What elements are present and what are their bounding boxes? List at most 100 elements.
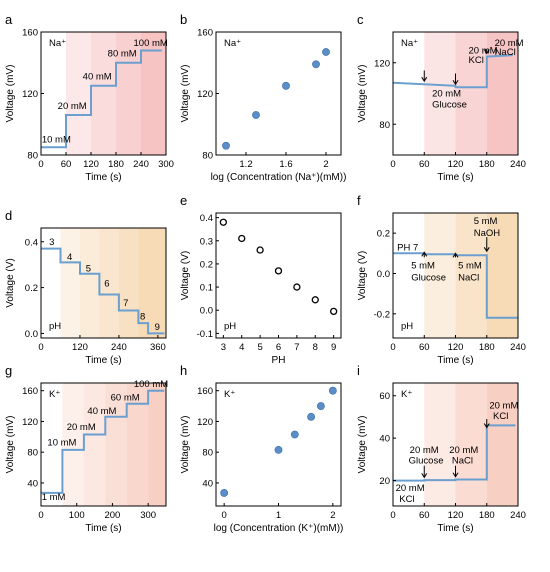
y-tick-label: 0.3 — [200, 236, 213, 247]
y-tick-label: 160 — [197, 28, 213, 39]
annotation-text: 8 — [140, 312, 145, 323]
background-band — [118, 228, 139, 338]
y-tick-label: 80 — [27, 448, 38, 459]
plot-frame — [215, 31, 342, 156]
y-tick-label: 0.2 — [200, 259, 213, 270]
annotation-text: 20 mM — [495, 38, 524, 49]
background-band — [105, 383, 127, 506]
panel-letter: b — [180, 12, 187, 27]
x-tick-label: 240 — [510, 342, 526, 353]
annotation-text: 10 mM — [42, 135, 71, 146]
panel-label: pH — [49, 321, 61, 332]
x-tick-label: 0 — [38, 342, 43, 353]
background-band — [83, 383, 106, 506]
x-tick-label: 0 — [390, 510, 395, 521]
panel-d: 0 120 240 360 0.0 0.2 0.4 Time (s) Voltage (V) d p… — [5, 208, 167, 366]
background-band — [66, 32, 91, 155]
x-tick-label: 0 — [222, 510, 227, 521]
x-tick-label: 240 — [510, 159, 526, 170]
panel-label: Na⁺ — [224, 38, 241, 49]
panel-label: Na⁺ — [49, 38, 66, 49]
y-tick-label: 120 — [374, 58, 390, 69]
y-tick-label: 120 — [22, 89, 38, 100]
series-line — [393, 424, 516, 482]
x-axis-label: Time (s) — [85, 172, 121, 183]
annotation-text: 20 mM — [58, 101, 87, 112]
x-tick-label: 4 — [239, 342, 244, 353]
x-tick-label: 180 — [479, 342, 495, 353]
series-line — [392, 54, 513, 89]
x-tick-label: 0 — [390, 342, 395, 353]
y-axis-label: Voltage (mV) — [5, 416, 16, 474]
annotation-text: 20 mM — [469, 46, 498, 57]
x-tick-label: 180 — [479, 159, 495, 170]
data-point — [316, 402, 325, 410]
data-point — [256, 246, 264, 254]
panel-letter: h — [180, 363, 187, 378]
plot-frame — [40, 227, 167, 339]
background-band — [455, 383, 487, 506]
arrow-head — [421, 76, 428, 83]
panel-label: pH — [401, 321, 413, 332]
annotation-text: NaCl — [458, 273, 479, 284]
background-band — [424, 32, 456, 155]
y-axis-label: Voltage (mV) — [357, 416, 368, 474]
x-tick-label: 2 — [330, 510, 335, 521]
y-tick-label: 80 — [202, 448, 213, 459]
x-tick-label: 8 — [313, 342, 318, 353]
data-point — [252, 111, 260, 119]
annotation-text: NaOH — [474, 228, 501, 239]
y-axis-label: Voltage (V) — [5, 258, 16, 307]
x-tick-label: 7 — [294, 342, 299, 353]
panel-label: K⁺ — [49, 389, 60, 400]
x-tick-label: 360 — [150, 342, 166, 353]
data-point — [219, 218, 228, 226]
panel-letter: f — [357, 193, 361, 208]
arrow-head — [483, 49, 490, 55]
background-band — [138, 228, 166, 338]
data-point — [307, 412, 316, 421]
background-band — [455, 32, 487, 155]
background-band — [486, 32, 518, 155]
arrow-head — [421, 473, 428, 479]
x-tick-label: 240 — [133, 159, 149, 170]
y-tick-label: 0.0 — [377, 269, 390, 280]
annotation-text: KCl — [399, 494, 414, 505]
background-band — [60, 228, 80, 338]
annotation-text: KCl — [469, 55, 484, 66]
y-tick-label: 40 — [27, 478, 38, 489]
panel-f: 0 60 120 180 240 -0.2 0.0 0.2 Time (s) Voltage (V… — [357, 193, 526, 366]
x-tick-label: 2 — [323, 159, 328, 170]
y-axis-label: Voltage (mV) — [357, 65, 368, 123]
arrow-head — [452, 252, 459, 258]
y-tick-label: 0.4 — [200, 213, 213, 224]
y-tick-label: 60 — [379, 391, 390, 402]
x-tick-label: 100 — [69, 510, 85, 521]
y-tick-label: 0.4 — [25, 237, 38, 248]
data-point — [329, 307, 338, 316]
x-tick-label: 120 — [83, 159, 99, 170]
y-tick-label: 40 — [202, 478, 213, 489]
background-band — [148, 383, 166, 506]
annotation-text: 20 mM — [449, 445, 478, 456]
series-line — [41, 247, 165, 335]
x-tick-label: 180 — [108, 159, 124, 170]
panel-label: pH — [224, 321, 236, 332]
annotation-text: Glucose — [432, 99, 467, 110]
panel-label: K⁺ — [401, 389, 412, 400]
annotation-text: KCl — [493, 411, 508, 422]
x-axis-label: Time (s) — [437, 355, 473, 366]
data-point — [274, 445, 283, 454]
x-tick-label: 0 — [38, 159, 43, 170]
x-tick-label: 1 — [276, 510, 281, 521]
y-tick-label: 80 — [202, 151, 213, 162]
background-band — [99, 228, 119, 338]
y-axis-label: Voltage (mV) — [5, 65, 16, 123]
panel-c: 0 60 120 180 240 80 120 Time (s) Voltage (mV) c Na… — [357, 12, 526, 183]
y-tick-label: -0.1 — [197, 329, 213, 340]
panel-e: 3 4 5 6 7 8 9 -0.1 0.0 0.1 0.2 0.3 0.4 PH Voltage (V) e… — [180, 193, 342, 366]
background-band — [62, 383, 84, 506]
panel-i: 0 60 120 180 240 20 40 60 Time (s) Voltage (mV) i K… — [357, 363, 526, 534]
x-tick-label: 180 — [479, 510, 495, 521]
